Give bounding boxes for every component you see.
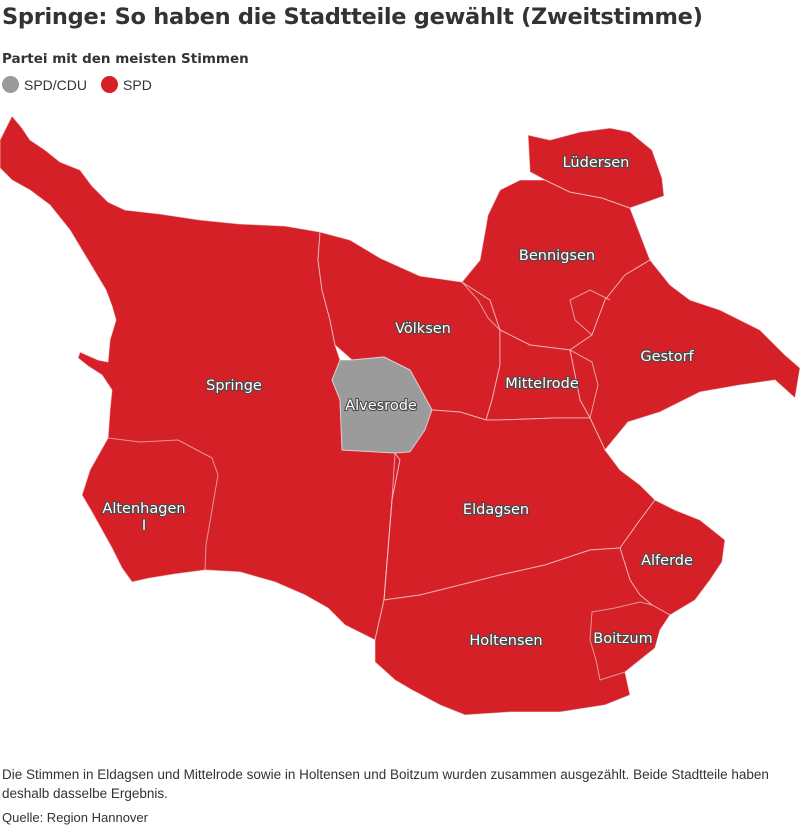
legend-title: Partei mit den meisten Stimmen: [2, 51, 249, 67]
legend-swatch-spd: [101, 76, 119, 93]
label-voelksen: Völksen: [395, 321, 451, 337]
district-map: Lüdersen Bennigsen Völksen Gestorf Sprin…: [0, 100, 800, 760]
label-gestorf: Gestorf: [640, 349, 694, 365]
legend-label-spd: SPD: [123, 76, 152, 93]
legend-swatch-spd-cdu: [2, 76, 19, 93]
label-mittelrode: Mittelrode: [505, 376, 579, 392]
district-boitzum[interactable]: [589, 601, 671, 681]
label-altenhagen-line2: I: [142, 518, 146, 534]
chart-title: Springe: So haben die Stadtteile gewählt…: [2, 4, 703, 30]
legend: SPD/CDU SPD: [2, 76, 152, 93]
label-luedersen: Lüdersen: [563, 155, 630, 171]
legend-item-spd: SPD: [101, 76, 152, 93]
district-altenhagen[interactable]: [81, 437, 219, 583]
boundary-mittelrode-gestorf: [569, 349, 599, 419]
label-alvesrode: Alvesrode: [345, 398, 417, 414]
legend-item-spd-cdu: SPD/CDU: [2, 76, 87, 93]
boundary-gestorf-bennigsen: [569, 289, 611, 336]
label-springe: Springe: [206, 378, 262, 394]
district-luedersen[interactable]: [527, 127, 665, 209]
map-svg: Lüdersen Bennigsen Völksen Gestorf Sprin…: [0, 115, 800, 716]
legend-label-spd-cdu: SPD/CDU: [24, 76, 88, 93]
map-labels: Lüdersen Bennigsen Völksen Gestorf Sprin…: [101, 154, 695, 650]
footnote: Die Stimmen in Eldagsen und Mittelrode s…: [2, 767, 769, 801]
boundary-voelksen-bennigsen: [461, 281, 501, 331]
source-note: Quelle: Region Hannover: [2, 810, 148, 825]
label-altenhagen-line1: Altenhagen: [102, 501, 185, 517]
internal-boundaries: [383, 281, 611, 601]
label-alferde: Alferde: [641, 553, 693, 569]
label-bennigsen: Bennigsen: [519, 248, 595, 264]
label-holtensen: Holtensen: [469, 633, 542, 649]
label-eldagsen: Eldagsen: [463, 502, 529, 518]
label-boitzum: Boitzum: [593, 631, 652, 647]
boundary-springe-east: [383, 452, 396, 601]
